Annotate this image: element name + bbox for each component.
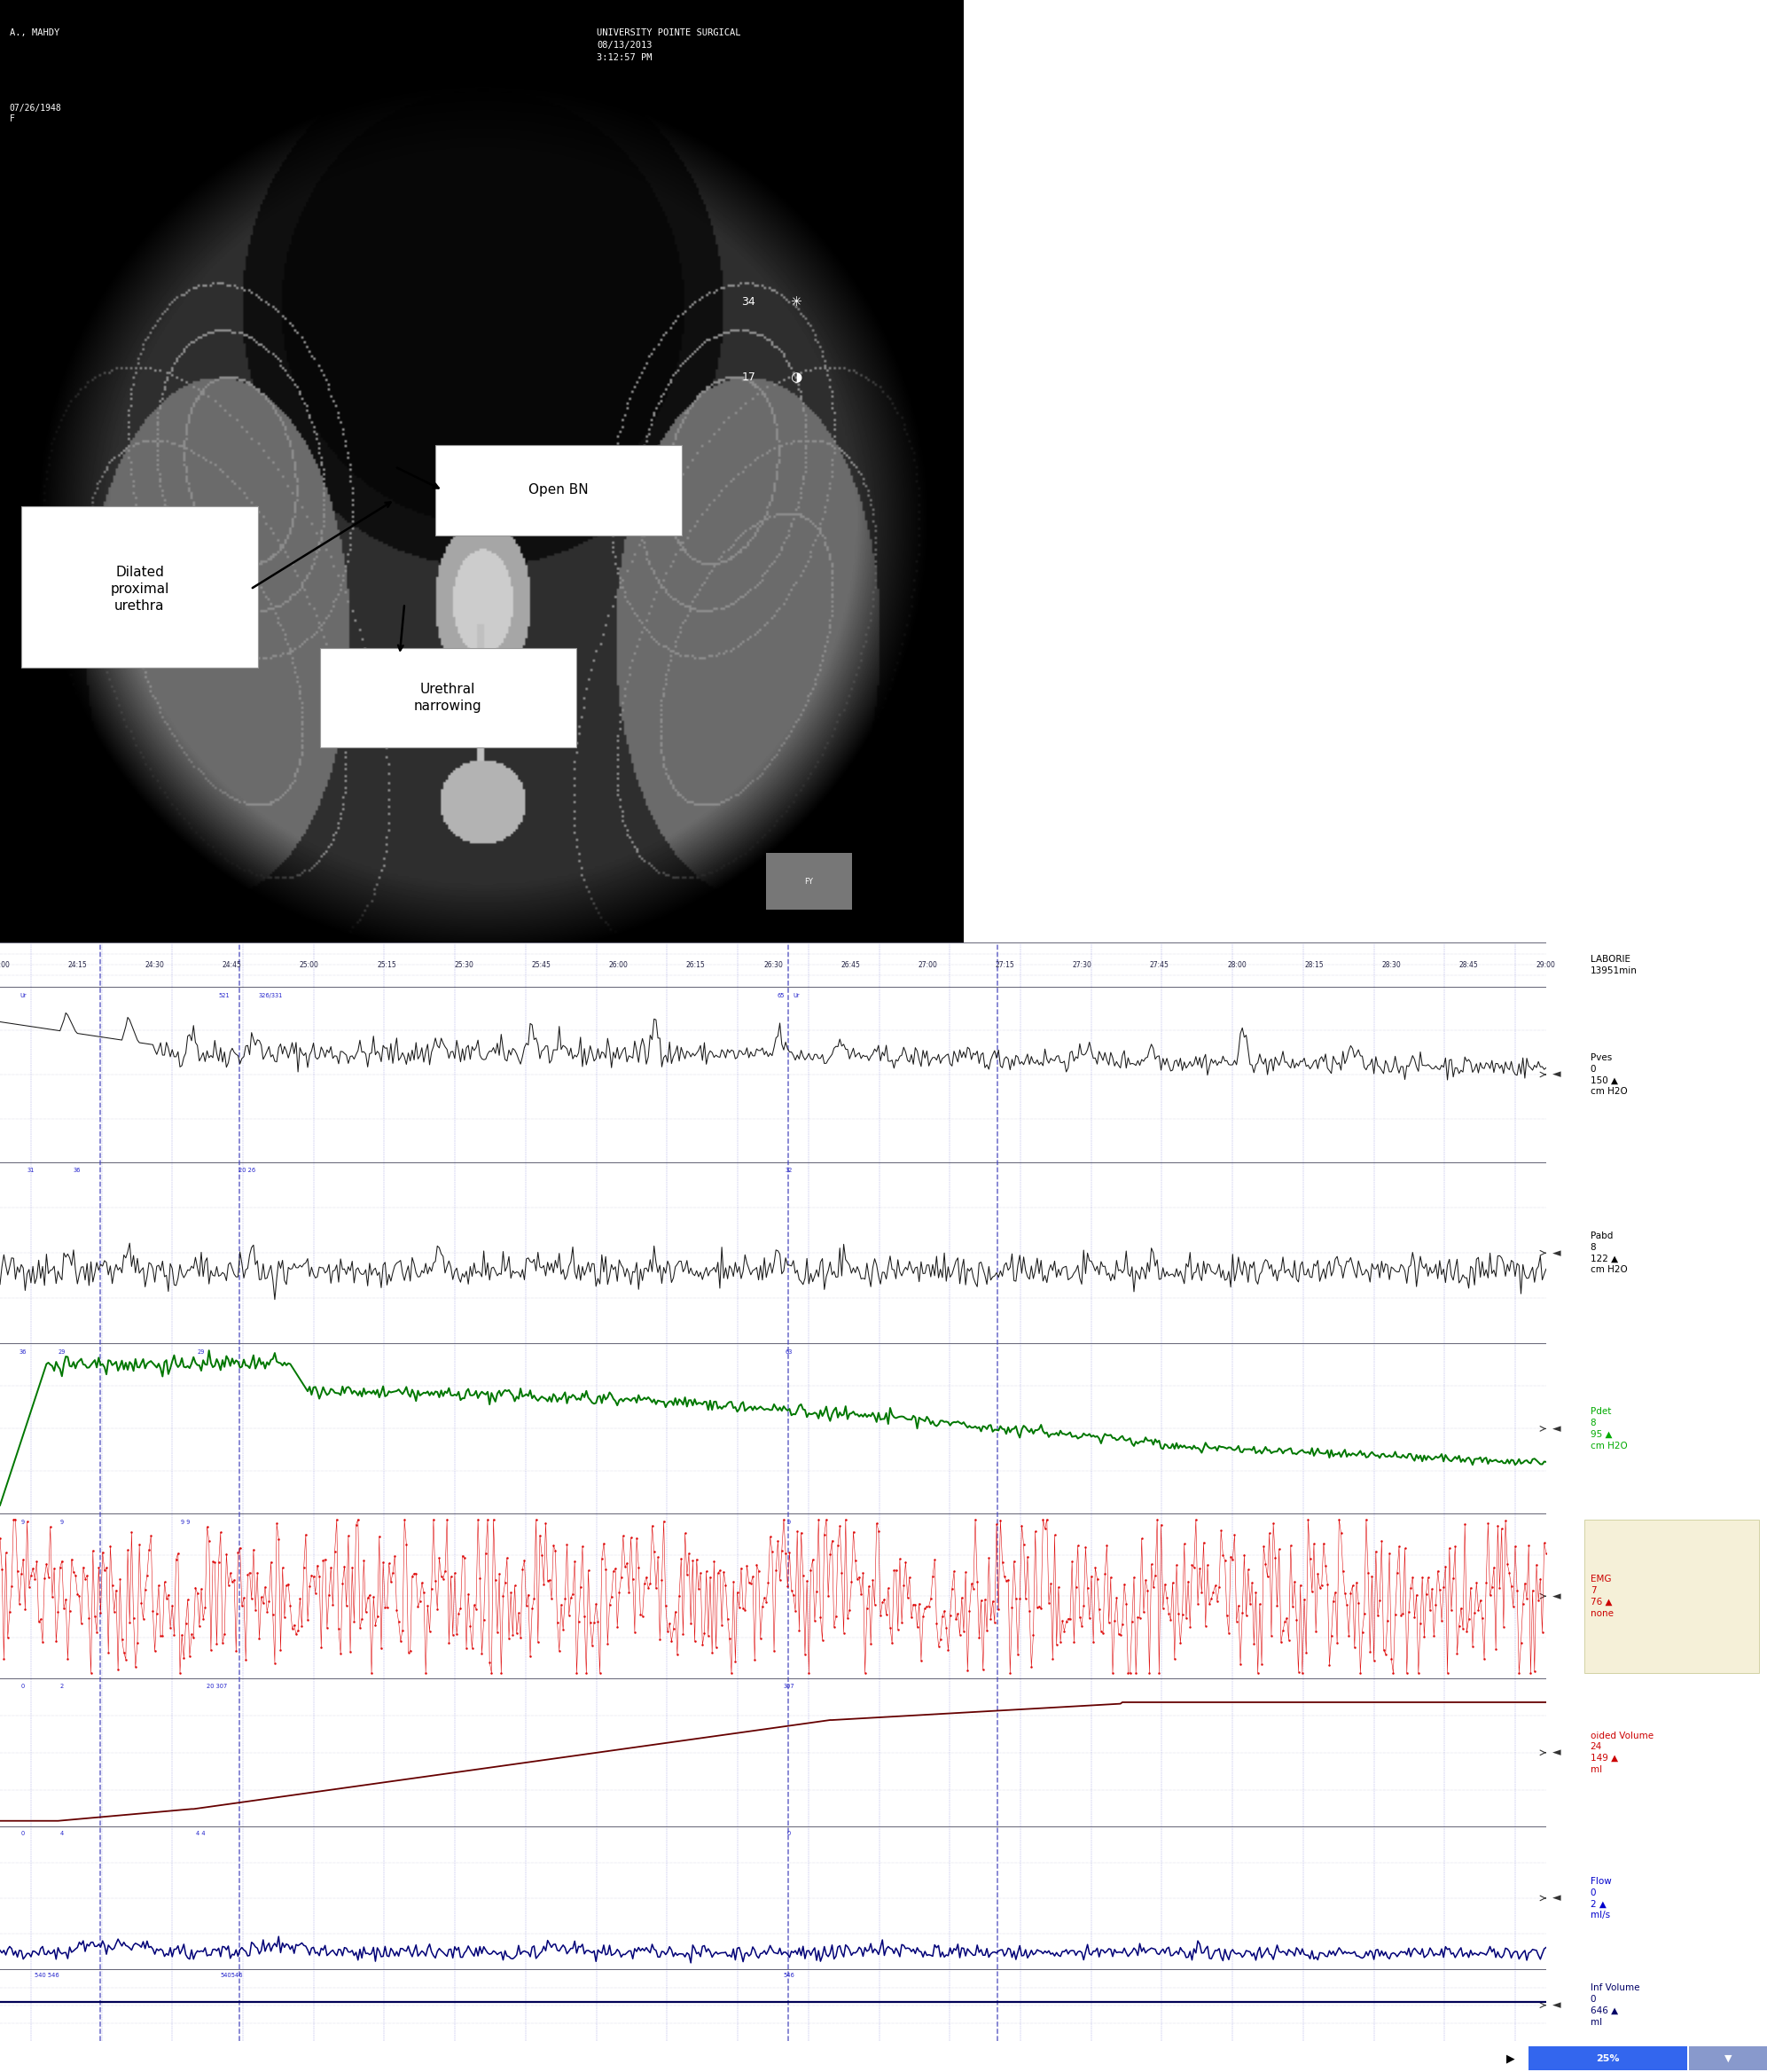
Text: 31: 31 bbox=[27, 1169, 35, 1173]
Text: 24:30: 24:30 bbox=[145, 961, 164, 970]
Text: ◄: ◄ bbox=[1553, 1999, 1562, 2012]
Text: 34: 34 bbox=[742, 296, 756, 307]
Text: Pdet
8
95 ▲
cm H2O: Pdet 8 95 ▲ cm H2O bbox=[1590, 1407, 1627, 1450]
Text: 07/26/1948
F: 07/26/1948 F bbox=[9, 104, 62, 122]
Text: ◄: ◄ bbox=[1553, 1591, 1562, 1602]
Text: ✳: ✳ bbox=[790, 294, 800, 309]
Text: 36: 36 bbox=[74, 1169, 81, 1173]
Text: ◄: ◄ bbox=[1553, 1892, 1562, 1904]
Text: 4: 4 bbox=[60, 1832, 64, 1836]
Text: 0: 0 bbox=[786, 1832, 790, 1836]
Text: 26:45: 26:45 bbox=[841, 961, 861, 970]
Text: 25:30: 25:30 bbox=[454, 961, 474, 970]
Text: 540 546: 540 546 bbox=[34, 1973, 58, 1979]
Text: 27:00: 27:00 bbox=[919, 961, 937, 970]
Text: UNIVERSITY POINTE SURGICAL
08/13/2013
3:12:57 PM: UNIVERSITY POINTE SURGICAL 08/13/2013 3:… bbox=[597, 29, 740, 62]
Text: 25%: 25% bbox=[1596, 2053, 1620, 2064]
FancyBboxPatch shape bbox=[1528, 2047, 1687, 2070]
FancyBboxPatch shape bbox=[320, 649, 576, 748]
Text: 25:15: 25:15 bbox=[376, 961, 396, 970]
Text: FY: FY bbox=[804, 876, 813, 885]
Text: EMG
7
76 ▲
none: EMG 7 76 ▲ none bbox=[1590, 1575, 1613, 1618]
FancyBboxPatch shape bbox=[1585, 1519, 1760, 1672]
Text: 24:45: 24:45 bbox=[223, 961, 242, 970]
Text: 36: 36 bbox=[19, 1349, 27, 1355]
FancyBboxPatch shape bbox=[1689, 2047, 1767, 2070]
Text: A., MAHDY: A., MAHDY bbox=[9, 29, 60, 37]
Text: 28:30: 28:30 bbox=[1382, 961, 1401, 970]
Text: Pabd
8
122 ▲
cm H2O: Pabd 8 122 ▲ cm H2O bbox=[1590, 1231, 1627, 1274]
Text: ◄: ◄ bbox=[1553, 1423, 1562, 1434]
Text: 63: 63 bbox=[785, 1349, 792, 1355]
Text: 9: 9 bbox=[786, 1519, 790, 1525]
Text: 27:15: 27:15 bbox=[995, 961, 1014, 970]
FancyBboxPatch shape bbox=[435, 445, 682, 535]
Text: 28:15: 28:15 bbox=[1304, 961, 1323, 970]
Text: Dilated
proximal
urethra: Dilated proximal urethra bbox=[110, 566, 170, 613]
Text: 24:00: 24:00 bbox=[0, 961, 9, 970]
Text: Inf Volume
0
646 ▲
ml: Inf Volume 0 646 ▲ ml bbox=[1590, 1983, 1640, 2026]
Text: 4 4: 4 4 bbox=[196, 1832, 205, 1836]
Text: 9: 9 bbox=[60, 1519, 64, 1525]
Text: oided Volume
24
149 ▲
ml: oided Volume 24 149 ▲ ml bbox=[1590, 1732, 1654, 1774]
Text: 0: 0 bbox=[21, 1832, 25, 1836]
Text: 9 9: 9 9 bbox=[180, 1519, 191, 1525]
Text: ◄: ◄ bbox=[1553, 1747, 1562, 1759]
Text: 2: 2 bbox=[60, 1685, 64, 1689]
FancyBboxPatch shape bbox=[21, 506, 258, 667]
Text: 29: 29 bbox=[58, 1349, 65, 1355]
Text: 27:30: 27:30 bbox=[1073, 961, 1092, 970]
Text: 29: 29 bbox=[198, 1349, 205, 1355]
Text: 28:00: 28:00 bbox=[1228, 961, 1246, 970]
Text: 20 307: 20 307 bbox=[207, 1685, 226, 1689]
Text: 29:00: 29:00 bbox=[1537, 961, 1555, 970]
Text: 17: 17 bbox=[742, 371, 756, 383]
Text: 24:15: 24:15 bbox=[67, 961, 87, 970]
Text: 9: 9 bbox=[21, 1519, 25, 1525]
Text: 307: 307 bbox=[783, 1685, 793, 1689]
Text: Urethral
narrowing: Urethral narrowing bbox=[413, 684, 482, 713]
Text: 326/331: 326/331 bbox=[258, 992, 283, 999]
FancyBboxPatch shape bbox=[765, 854, 852, 910]
Text: 28:45: 28:45 bbox=[1460, 961, 1479, 970]
Text: ▶: ▶ bbox=[1507, 2053, 1514, 2064]
Text: 27:45: 27:45 bbox=[1150, 961, 1170, 970]
Text: Ur: Ur bbox=[19, 992, 27, 999]
Text: 25:45: 25:45 bbox=[532, 961, 551, 970]
Text: 546: 546 bbox=[783, 1973, 793, 1979]
Text: Flow
0
2 ▲
ml/s: Flow 0 2 ▲ ml/s bbox=[1590, 1877, 1612, 1919]
Text: ▼: ▼ bbox=[1725, 2053, 1732, 2064]
Text: 26:00: 26:00 bbox=[610, 961, 627, 970]
Text: 32: 32 bbox=[785, 1169, 792, 1173]
Text: ◑: ◑ bbox=[790, 371, 802, 383]
Text: 20 26: 20 26 bbox=[239, 1169, 256, 1173]
Text: 65: 65 bbox=[777, 992, 785, 999]
Text: ◄: ◄ bbox=[1553, 1069, 1562, 1080]
Text: Pves
0
150 ▲
cm H2O: Pves 0 150 ▲ cm H2O bbox=[1590, 1053, 1627, 1096]
Text: 25:00: 25:00 bbox=[300, 961, 318, 970]
Text: 540546: 540546 bbox=[221, 1973, 244, 1979]
Text: 26:15: 26:15 bbox=[686, 961, 705, 970]
Text: Ur: Ur bbox=[793, 992, 800, 999]
Text: 521: 521 bbox=[219, 992, 230, 999]
Text: ◄: ◄ bbox=[1553, 1247, 1562, 1260]
Text: 0: 0 bbox=[21, 1685, 25, 1689]
Text: Open BN: Open BN bbox=[528, 483, 588, 497]
Text: 26:30: 26:30 bbox=[763, 961, 783, 970]
Text: LABORIE
13951min: LABORIE 13951min bbox=[1590, 955, 1638, 974]
